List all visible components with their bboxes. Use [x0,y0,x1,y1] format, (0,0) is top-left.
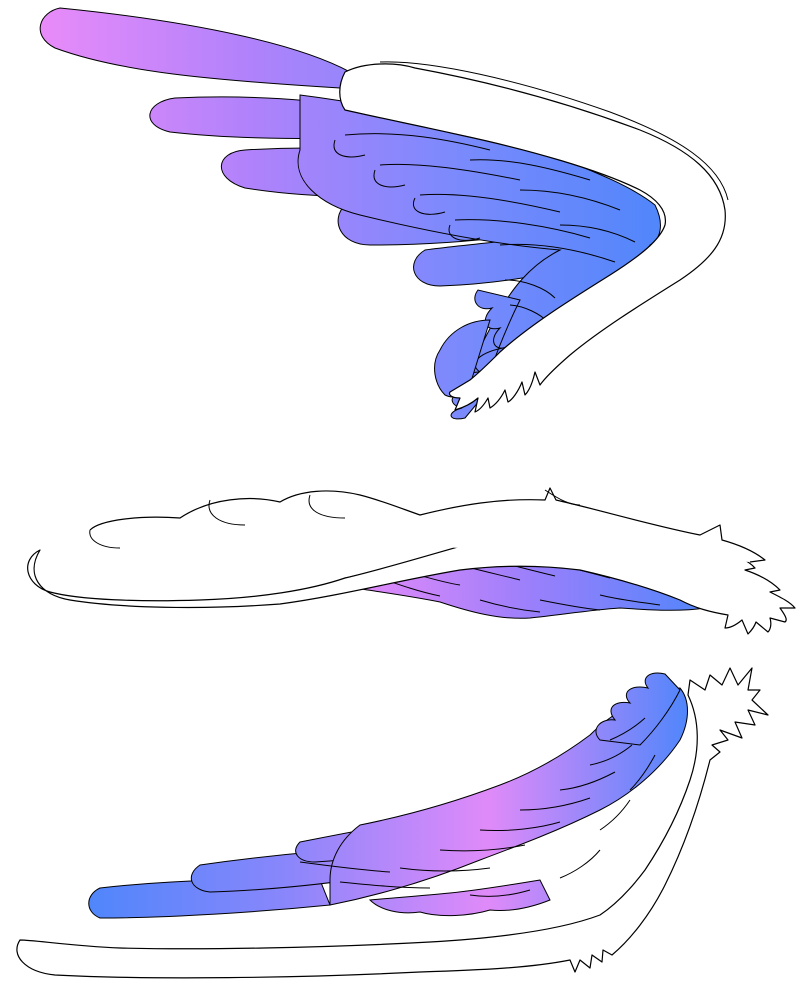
wing-top-arm-outline [379,61,729,201]
wing-middle-outline-lines [89,489,581,549]
wing-bottom-arm [16,667,769,979]
wing-middle-upper-feathers [89,487,766,563]
wing-top-primary-feather [39,7,351,89]
wing-bottom-upper-feathers [595,672,681,746]
wing-bottom [16,667,769,979]
wing-bottom-feather-lines [299,717,656,897]
wing-top [39,7,729,420]
wing-top-arm [339,63,726,413]
wing-bottom-lower-feathers [368,879,551,917]
wing-middle [27,487,796,635]
